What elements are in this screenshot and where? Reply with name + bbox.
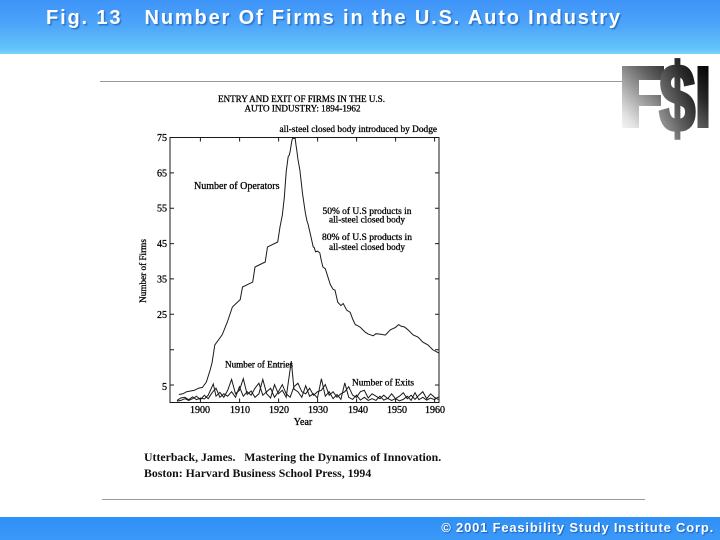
svg-text:55: 55 bbox=[157, 204, 167, 215]
svg-text:Number of Firms: Number of Firms bbox=[138, 239, 148, 303]
svg-text:all-steel closed body: all-steel closed body bbox=[329, 215, 405, 225]
svg-text:ENTRY AND EXIT OF FIRMS IN THE: ENTRY AND EXIT OF FIRMS IN THE U.S. bbox=[218, 94, 385, 104]
svg-text:1910: 1910 bbox=[230, 405, 250, 416]
svg-text:Number of Entries: Number of Entries bbox=[225, 360, 293, 371]
svg-text:45: 45 bbox=[157, 239, 167, 250]
svg-text:5: 5 bbox=[162, 382, 167, 393]
svg-text:Number of Operators: Number of Operators bbox=[194, 181, 280, 192]
svg-text:$: $ bbox=[659, 50, 695, 145]
svg-text:AUTO INDUSTRY: 1894-1962: AUTO INDUSTRY: 1894-1962 bbox=[245, 104, 361, 114]
svg-text:1930: 1930 bbox=[308, 405, 328, 416]
svg-text:all-steel closed body introduc: all-steel closed body introduced by Dodg… bbox=[280, 124, 438, 134]
svg-text:Number of Exits: Number of Exits bbox=[352, 378, 414, 389]
svg-text:25: 25 bbox=[157, 310, 167, 321]
svg-text:65: 65 bbox=[157, 168, 167, 179]
svg-text:35: 35 bbox=[157, 274, 167, 285]
svg-text:1950: 1950 bbox=[387, 405, 407, 416]
svg-text:50% of U.S products in: 50% of U.S products in bbox=[323, 206, 412, 216]
svg-text:Year: Year bbox=[294, 417, 313, 428]
svg-text:75: 75 bbox=[157, 133, 167, 144]
svg-text:1900: 1900 bbox=[190, 405, 210, 416]
svg-text:1940: 1940 bbox=[348, 405, 368, 416]
svg-text:all-steel closed body: all-steel closed body bbox=[329, 242, 405, 252]
svg-text:80% of U.S products in: 80% of U.S products in bbox=[322, 232, 412, 242]
svg-text:1920: 1920 bbox=[269, 405, 289, 416]
svg-text:1960: 1960 bbox=[425, 405, 445, 416]
